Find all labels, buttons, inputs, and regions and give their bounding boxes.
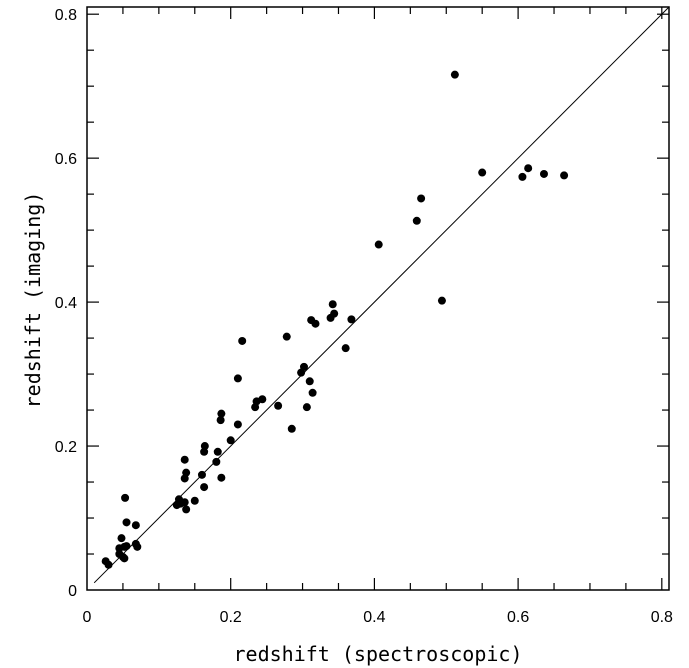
data-point [131,521,140,530]
data-point [117,534,126,543]
data-points [101,70,569,569]
data-point [282,332,291,341]
data-point [450,70,459,79]
data-point [287,424,296,433]
y-tick-label: 0.2 [55,439,77,456]
data-point [330,309,339,318]
y-tick-labels: 0 0.2 0.4 0.6 0.8 [55,7,77,600]
data-point [328,300,337,309]
x-tick-label: 0 [83,609,92,626]
data-point [412,216,421,225]
data-point [104,560,113,569]
y-axis-label: redshift (imaging) [21,192,45,409]
data-point [190,496,199,505]
data-point [200,442,209,451]
data-point [233,374,242,383]
data-point [437,296,446,305]
data-point [182,468,191,477]
data-point [302,403,311,412]
plot-frame [86,6,670,591]
data-point [122,542,131,551]
data-point [524,164,533,173]
data-point [299,362,308,371]
data-point [341,344,350,353]
data-point [258,395,267,404]
data-point [274,401,283,410]
data-point [539,169,548,178]
y-tick-label: 0.8 [55,7,77,24]
x-tick-label: 0.4 [363,609,385,626]
data-point [217,473,226,482]
y-tick-label: 0.6 [55,151,77,168]
data-point [374,240,383,249]
x-tick-label: 0.6 [507,609,529,626]
data-point [180,455,189,464]
x-tick-label: 0.8 [651,609,673,626]
data-point [311,319,320,328]
y-tick-label: 0.4 [55,295,77,312]
x-tick-label: 0.2 [220,609,242,626]
data-point [180,498,189,507]
data-point [478,168,487,177]
data-point [182,505,191,514]
data-point [133,542,142,551]
data-point [417,194,426,203]
data-point [212,457,221,466]
data-point [213,447,222,456]
data-point [347,315,356,324]
data-point [233,420,242,429]
y-tick-label: 0 [68,583,77,600]
x-axis-label: redshift (spectroscopic) [234,642,523,666]
axis-ticks [87,7,669,590]
reference-line [93,6,670,584]
data-point [226,436,235,445]
data-point [560,171,569,180]
data-point [217,409,226,418]
data-point [121,493,130,502]
data-point [308,388,317,397]
x-tick-labels: 0 0.2 0.4 0.6 0.8 [83,609,673,626]
data-point [122,518,131,527]
data-point [216,416,225,425]
data-point [305,377,314,386]
data-point [200,483,209,492]
data-point [518,172,527,181]
data-point [120,554,129,563]
data-point [197,470,206,479]
data-point [238,336,247,345]
